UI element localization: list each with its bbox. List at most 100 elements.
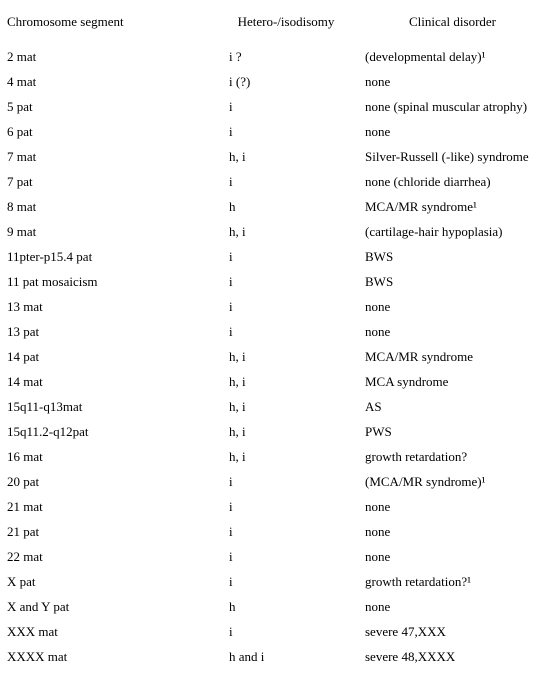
cell-disomy: i: [209, 519, 363, 544]
cell-disorder: (developmental delay)¹: [363, 44, 542, 69]
table-row: 13 patinone: [5, 319, 542, 344]
table-row: 4 mati (?)none: [5, 69, 542, 94]
cell-disorder: severe 48,XXXX: [363, 644, 542, 669]
cell-segment: 16 mat: [5, 444, 209, 469]
cell-segment: XXXX mat: [5, 644, 209, 669]
table-row: 7 math, iSilver-Russell (-like) syndrome: [5, 144, 542, 169]
cell-segment: 4 mat: [5, 69, 209, 94]
cell-segment: 22 mat: [5, 544, 209, 569]
cell-disomy: h, i: [209, 344, 363, 369]
cell-disorder: BWS: [363, 269, 542, 294]
table-row: 15q11.2-q12path, iPWS: [5, 419, 542, 444]
cell-disomy: i: [209, 619, 363, 644]
table-row: 21 matinone: [5, 494, 542, 519]
cell-disomy: i: [209, 569, 363, 594]
cell-segment: 2 mat: [5, 44, 209, 69]
col-header-segment: Chromosome segment: [5, 10, 209, 44]
cell-disorder: growth retardation?: [363, 444, 542, 469]
cell-disomy: i: [209, 169, 363, 194]
cell-disomy: i: [209, 294, 363, 319]
cell-segment: 6 pat: [5, 119, 209, 144]
cell-disorder: none (chloride diarrhea): [363, 169, 542, 194]
cell-disomy: h, i: [209, 369, 363, 394]
cell-disorder: none (spinal muscular atrophy): [363, 94, 542, 119]
cell-disomy: h, i: [209, 219, 363, 244]
cell-disorder: none: [363, 319, 542, 344]
cell-segment: 13 mat: [5, 294, 209, 319]
col-header-disomy: Hetero-/isodisomy: [209, 10, 363, 44]
table-row: 14 math, iMCA syndrome: [5, 369, 542, 394]
table-body: 2 mati ?(developmental delay)¹4 mati (?)…: [5, 44, 542, 669]
cell-disomy: i ?: [209, 44, 363, 69]
cell-disomy: h, i: [209, 394, 363, 419]
cell-segment: 21 mat: [5, 494, 209, 519]
table-row: 14 path, iMCA/MR syndrome: [5, 344, 542, 369]
cell-disorder: severe 47,XXX: [363, 619, 542, 644]
cell-disomy: h, i: [209, 444, 363, 469]
cell-segment: 14 mat: [5, 369, 209, 394]
cell-segment: 21 pat: [5, 519, 209, 544]
cell-disomy: i: [209, 319, 363, 344]
cell-segment: 11 pat mosaicism: [5, 269, 209, 294]
cell-disomy: i: [209, 94, 363, 119]
cell-segment: 11pter-p15.4 pat: [5, 244, 209, 269]
cell-segment: 15q11.2-q12pat: [5, 419, 209, 444]
cell-disomy: i: [209, 494, 363, 519]
col-header-disorder: Clinical disorder: [363, 10, 542, 44]
cell-disorder: growth retardation?¹: [363, 569, 542, 594]
cell-disomy: h, i: [209, 144, 363, 169]
table-row: 16 math, igrowth retardation?: [5, 444, 542, 469]
table-row: XXX matisevere 47,XXX: [5, 619, 542, 644]
table-row: 13 matinone: [5, 294, 542, 319]
cell-disorder: MCA syndrome: [363, 369, 542, 394]
table-row: XXXX math and isevere 48,XXXX: [5, 644, 542, 669]
cell-segment: 9 mat: [5, 219, 209, 244]
cell-disorder: none: [363, 594, 542, 619]
cell-segment: 8 mat: [5, 194, 209, 219]
table-row: 5 patinone (spinal muscular atrophy): [5, 94, 542, 119]
table-row: X patigrowth retardation?¹: [5, 569, 542, 594]
cell-segment: 15q11-q13mat: [5, 394, 209, 419]
cell-disorder: BWS: [363, 244, 542, 269]
cell-disomy: i: [209, 469, 363, 494]
cell-disomy: i (?): [209, 69, 363, 94]
cell-segment: 7 mat: [5, 144, 209, 169]
cell-segment: X pat: [5, 569, 209, 594]
cell-disomy: i: [209, 269, 363, 294]
cell-disomy: h and i: [209, 644, 363, 669]
cell-disorder: Silver-Russell (-like) syndrome: [363, 144, 542, 169]
table-row: 22 matinone: [5, 544, 542, 569]
table-row: 11 pat mosaicismiBWS: [5, 269, 542, 294]
cell-segment: 5 pat: [5, 94, 209, 119]
table-row: 7 patinone (chloride diarrhea): [5, 169, 542, 194]
cell-segment: 20 pat: [5, 469, 209, 494]
cell-disorder: MCA/MR syndrome¹: [363, 194, 542, 219]
cell-disomy: i: [209, 119, 363, 144]
cell-disorder: (cartilage-hair hypoplasia): [363, 219, 542, 244]
cell-segment: 7 pat: [5, 169, 209, 194]
cell-segment: 13 pat: [5, 319, 209, 344]
table-row: 6 patinone: [5, 119, 542, 144]
table-row: X and Y pathnone: [5, 594, 542, 619]
cell-disomy: h: [209, 594, 363, 619]
cell-disorder: MCA/MR syndrome: [363, 344, 542, 369]
cell-segment: X and Y pat: [5, 594, 209, 619]
table-header-row: Chromosome segment Hetero-/isodisomy Cli…: [5, 10, 542, 44]
cell-disorder: none: [363, 69, 542, 94]
cell-disorder: none: [363, 519, 542, 544]
table-row: 8 mathMCA/MR syndrome¹: [5, 194, 542, 219]
table-row: 21 patinone: [5, 519, 542, 544]
cell-disomy: i: [209, 544, 363, 569]
cell-disomy: h: [209, 194, 363, 219]
table-row: 11pter-p15.4 patiBWS: [5, 244, 542, 269]
cell-disorder: none: [363, 119, 542, 144]
table-row: 9 math, i(cartilage-hair hypoplasia): [5, 219, 542, 244]
cell-disorder: none: [363, 494, 542, 519]
cell-disomy: h, i: [209, 419, 363, 444]
table-row: 2 mati ?(developmental delay)¹: [5, 44, 542, 69]
table-row: 20 pati(MCA/MR syndrome)¹: [5, 469, 542, 494]
cell-segment: 14 pat: [5, 344, 209, 369]
cell-disorder: (MCA/MR syndrome)¹: [363, 469, 542, 494]
cell-disorder: PWS: [363, 419, 542, 444]
cell-disorder: none: [363, 544, 542, 569]
